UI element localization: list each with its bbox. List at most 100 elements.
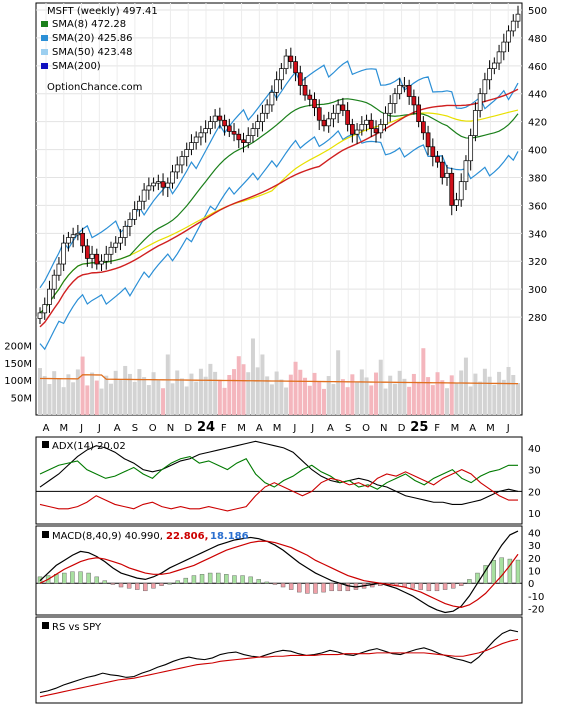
candle-body: [340, 104, 346, 111]
candle-body: [416, 104, 421, 123]
candle-body: [331, 112, 336, 120]
macd-histogram-bar: [305, 583, 310, 594]
adx-series-line: [39, 455, 518, 490]
candle-body: [302, 85, 308, 96]
macd-histogram-bar: [329, 583, 334, 592]
volume-bar: [350, 374, 355, 415]
macd-histogram-bar: [70, 571, 75, 584]
volume-bar: [146, 385, 151, 415]
volume-bar: [203, 376, 208, 415]
month-tick-label: O: [149, 423, 157, 434]
volume-bar: [288, 374, 293, 415]
volume-bar: [165, 354, 170, 415]
volume-bar: [364, 377, 369, 415]
month-tick-label: N: [167, 423, 174, 434]
candle-body: [141, 189, 147, 202]
candle-body: [316, 107, 322, 121]
candle-body: [70, 234, 76, 238]
candlesticks: [37, 5, 521, 325]
volume-bar: [194, 381, 199, 415]
volume-bar: [255, 367, 260, 415]
rs-label: RS vs SPY: [52, 622, 102, 633]
macd-histogram-bar: [240, 575, 245, 584]
adx-tick-label: 30: [528, 466, 541, 477]
volume-bar: [179, 378, 184, 415]
candle-body: [122, 225, 128, 238]
month-tick-label: D: [398, 423, 406, 434]
volume-bar: [411, 373, 416, 415]
legend-entry: SMA(8) 472.28: [52, 19, 126, 30]
candle-body: [269, 91, 275, 106]
volume-bar: [184, 386, 189, 415]
candle-body: [94, 253, 100, 265]
candle-body: [245, 135, 251, 143]
candle-body: [279, 68, 284, 81]
macd-histogram-bar: [288, 583, 294, 590]
macd-histogram-bar: [167, 583, 172, 585]
price-tick-label: 360: [528, 201, 547, 212]
macd-histogram-bar: [321, 583, 326, 593]
macd-histogram-bar: [499, 557, 504, 584]
candle-body: [160, 181, 166, 188]
macd-histogram-bar: [199, 574, 205, 584]
candle-body: [420, 121, 426, 134]
volume-bar: [421, 348, 426, 415]
candle-body: [189, 142, 194, 150]
volume-bar: [426, 377, 431, 415]
volume-bar: [156, 380, 161, 415]
macd-histogram-bar: [442, 583, 448, 590]
volume-bar: [274, 371, 279, 415]
volume-bar: [307, 385, 312, 415]
volume-bar: [104, 375, 109, 415]
volume-bar: [222, 387, 227, 415]
volume-bar: [90, 372, 95, 415]
price-tick-label: 420: [528, 118, 547, 129]
macd-histogram-bar: [418, 583, 423, 590]
month-tick-label: A: [469, 423, 476, 434]
candle-body: [326, 118, 332, 127]
month-tick-label: S: [345, 423, 351, 434]
volume-bar: [241, 364, 246, 415]
candle-body: [226, 125, 232, 132]
volume-bar: [501, 379, 506, 415]
macd-label: MACD(8,40,9) 40.990,: [52, 531, 163, 542]
volume-bar: [511, 375, 516, 415]
month-tick-label: 25: [410, 420, 428, 435]
candle-body: [392, 93, 398, 104]
legend-items: SMA(8) 472.28 SMA(20) 425.86 SMA(50) 423.4…: [41, 19, 133, 72]
volume-tick-label: 100M: [4, 376, 32, 387]
legend-entry: SMA(20) 425.86: [52, 33, 133, 44]
month-tick-label: A: [327, 423, 334, 434]
volume-bar: [265, 376, 270, 415]
legend-swatch: [41, 49, 48, 55]
macd-histogram-bar: [143, 583, 148, 592]
month-tick-label: O: [362, 423, 370, 434]
candle-body: [350, 124, 355, 135]
month-tick-label: J: [97, 423, 101, 434]
macd-histogram-bar: [62, 572, 67, 584]
macd-histogram-bar: [110, 583, 116, 585]
volume-bar: [113, 370, 118, 415]
volume-bar: [80, 356, 85, 415]
candle-body: [411, 96, 417, 106]
adx-tick-label: 40: [528, 444, 541, 455]
candle-body: [66, 237, 71, 244]
volume-bar: [108, 383, 113, 415]
price-axis: 280 300 320 340 360 380 400 420 440 460 480 500: [528, 6, 547, 324]
adx-series-line: [39, 469, 518, 512]
candle-body: [184, 149, 190, 157]
volume-bar: [71, 382, 76, 415]
volume-bar: [213, 371, 218, 415]
candle-body: [487, 68, 492, 81]
candle-body: [430, 146, 436, 157]
candle-body: [264, 104, 270, 114]
candle-body: [297, 72, 303, 86]
candle-body: [454, 199, 459, 206]
candle-body: [482, 79, 488, 95]
candle-body: [425, 132, 431, 148]
candle-body: [75, 232, 81, 236]
macd-histogram-bar: [151, 583, 156, 589]
volume-bar: [312, 372, 317, 415]
volume-bar: [227, 375, 232, 415]
